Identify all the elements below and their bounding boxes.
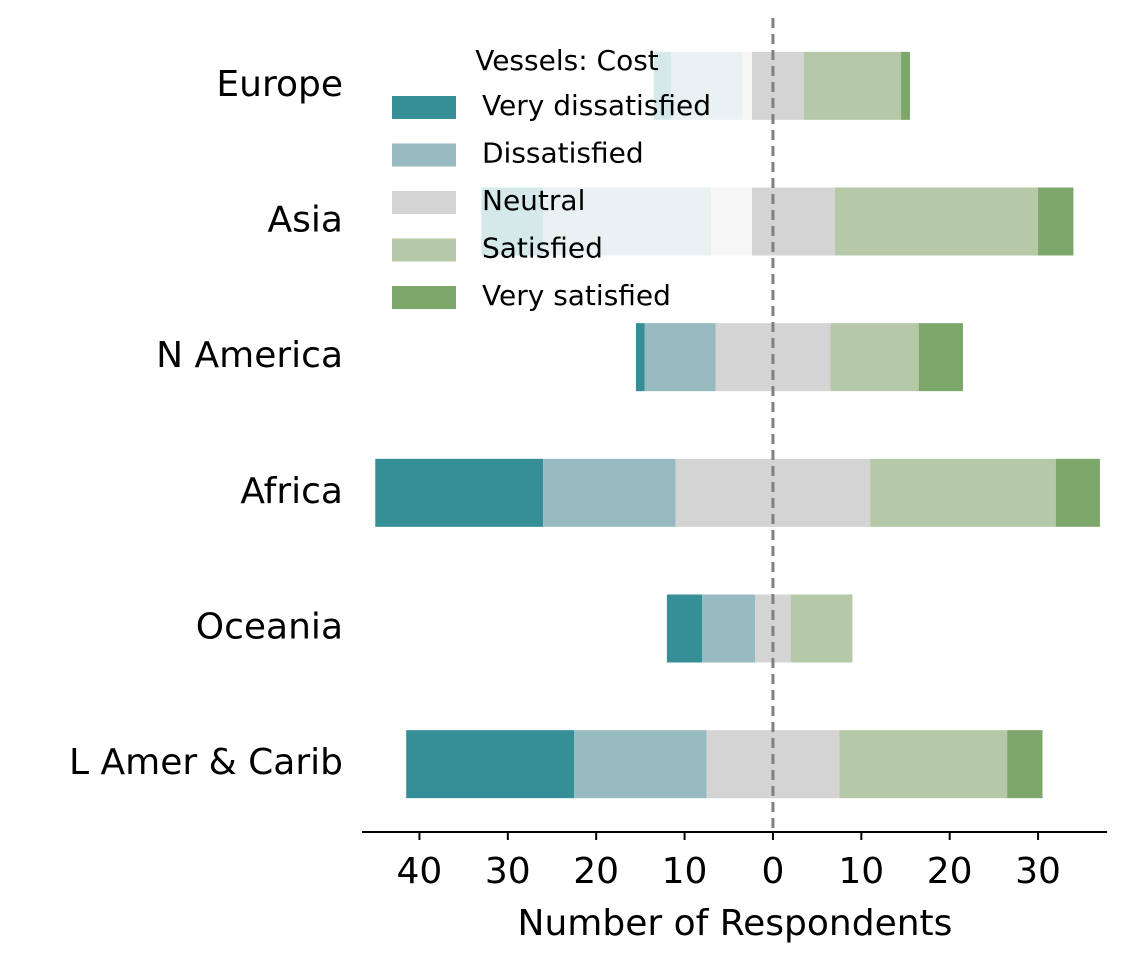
bar-segment xyxy=(375,458,544,527)
y-tick-label: Asia xyxy=(268,200,343,241)
bar-segment xyxy=(870,458,1056,527)
legend-label: Neutral xyxy=(482,184,585,217)
bar-segment xyxy=(1055,458,1100,527)
legend-swatch xyxy=(392,191,456,214)
bar-segment xyxy=(1007,730,1043,799)
bar-segment xyxy=(803,51,902,120)
x-axis-label: Number of Respondents xyxy=(518,903,953,944)
x-tick-label: 30 xyxy=(485,851,531,892)
legend-swatch xyxy=(392,286,456,309)
bar-segment xyxy=(644,323,716,392)
legend-label: Satisfied xyxy=(482,232,603,265)
bar-segment xyxy=(1038,187,1074,256)
legend-label: Very dissatisfied xyxy=(482,89,711,122)
bar-segment xyxy=(839,730,1008,799)
bar-segment xyxy=(666,594,703,663)
x-tick-label: 20 xyxy=(573,851,619,892)
bar-segment xyxy=(834,187,1039,256)
y-tick-label: N America xyxy=(156,335,343,376)
bar-segment xyxy=(635,323,645,392)
x-tick-label: 0 xyxy=(761,851,784,892)
legend-swatch xyxy=(392,238,456,262)
y-tick-label: Oceania xyxy=(196,607,343,648)
x-tick-label: 10 xyxy=(838,851,884,892)
bar-segment xyxy=(918,323,963,392)
x-tick-label: 40 xyxy=(397,851,443,892)
bar-segment xyxy=(702,594,756,663)
legend-box xyxy=(380,42,752,322)
y-tick-label: L Amer & Carib xyxy=(69,742,343,783)
x-tick-label: 20 xyxy=(927,851,973,892)
x-tick-label: 10 xyxy=(662,851,708,892)
legend-swatch xyxy=(392,96,456,119)
bar-segment xyxy=(543,458,676,527)
y-tick-label: Europe xyxy=(216,64,343,105)
x-tick-label: 30 xyxy=(1015,851,1061,892)
legend-title: Vessels: Cost xyxy=(475,44,659,77)
bar-segment xyxy=(830,323,919,392)
bar-segment xyxy=(406,730,575,799)
legend-label: Dissatisfied xyxy=(482,137,644,170)
bar-segment xyxy=(790,594,853,663)
legend-swatch xyxy=(392,143,456,167)
bar-segment xyxy=(901,51,910,120)
y-tick-label: Africa xyxy=(240,471,343,512)
bar-segment xyxy=(574,730,707,799)
legend-label: Very satisfied xyxy=(482,279,671,312)
